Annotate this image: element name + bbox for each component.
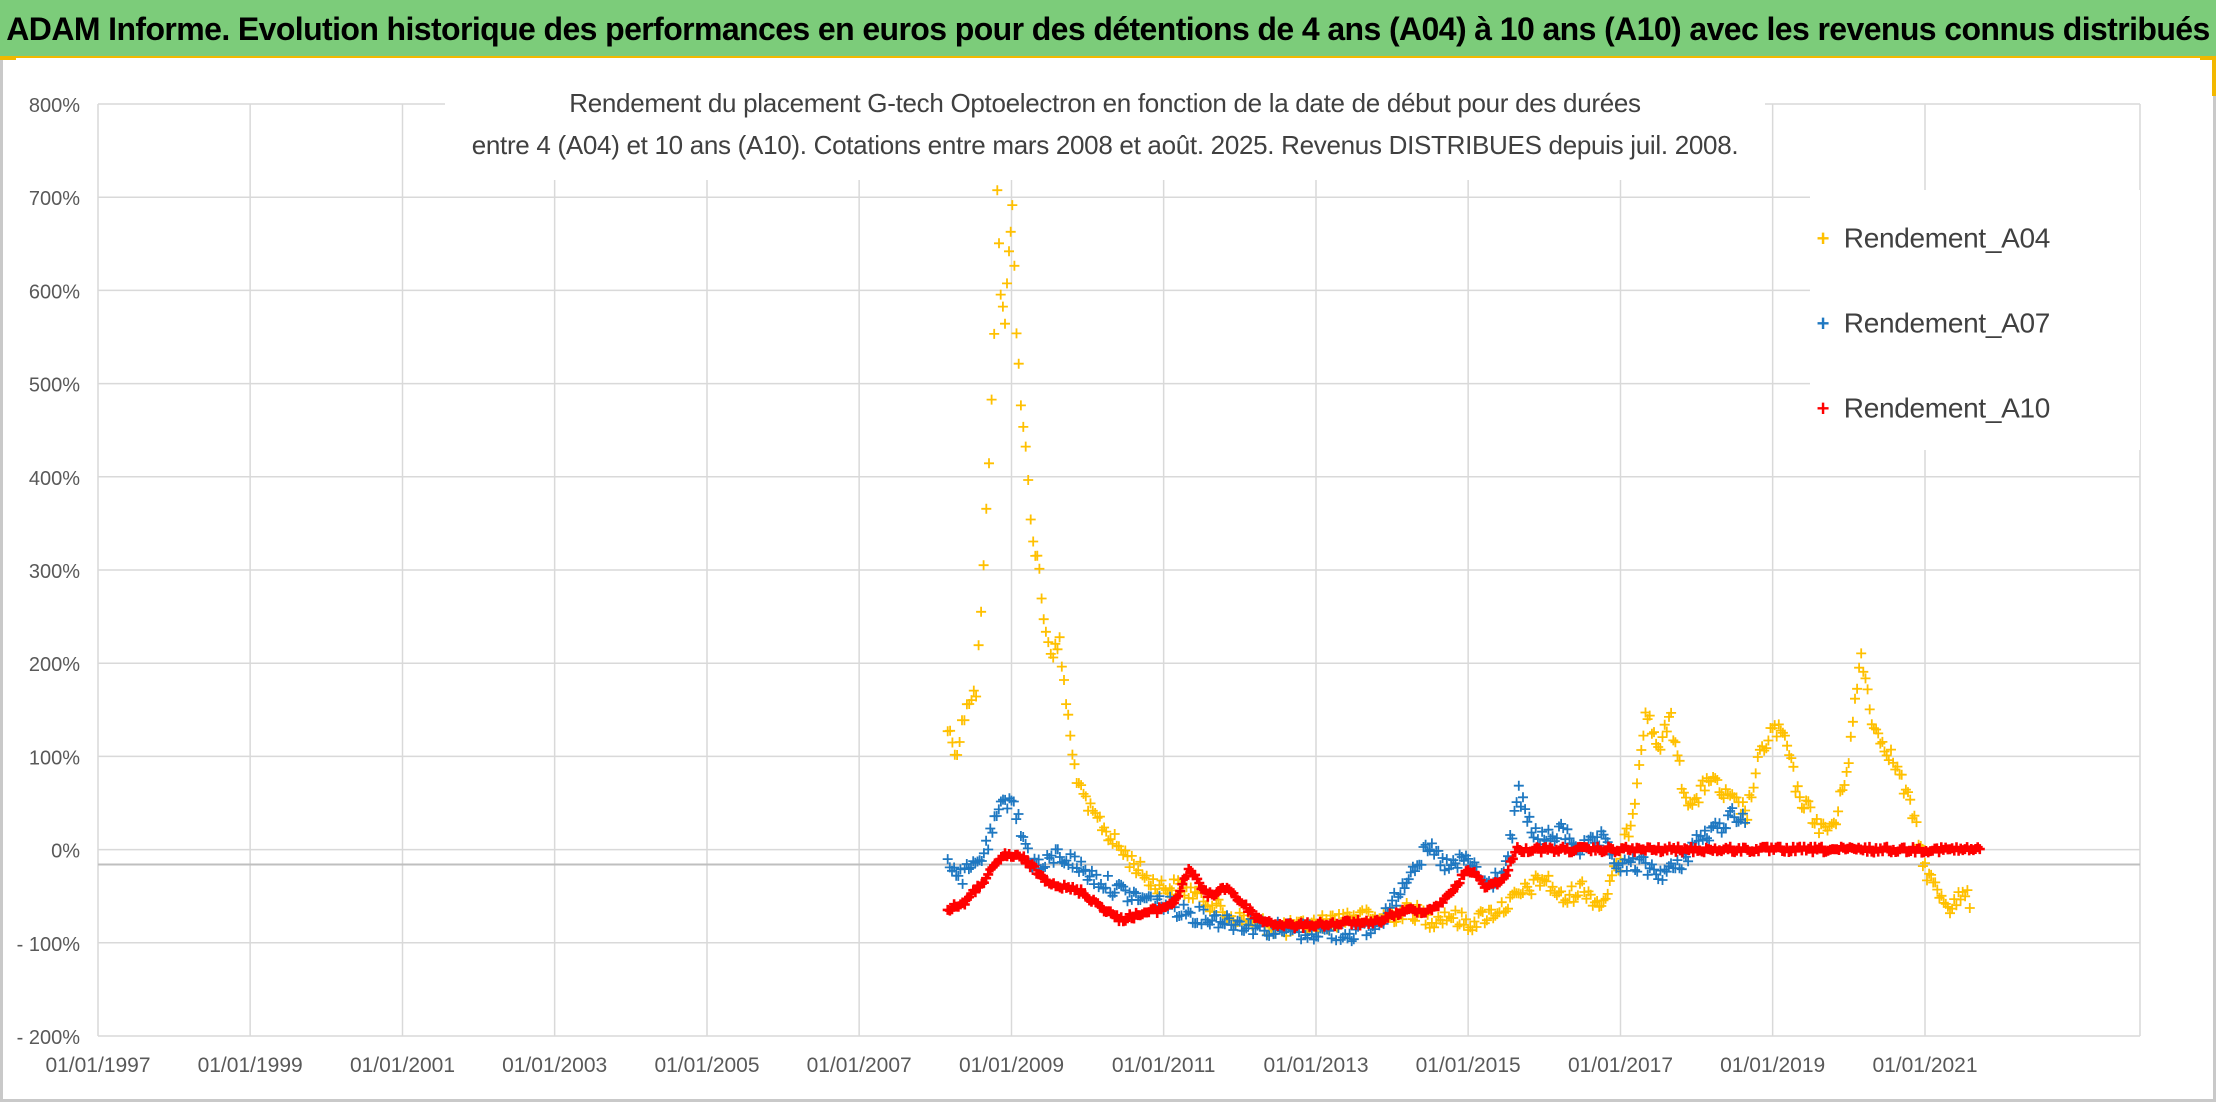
y-tick-label: 800%: [29, 95, 80, 117]
legend: + Rendement_A04 + Rendement_A07 + Rendem…: [1810, 190, 2140, 450]
y-tick-label: 700%: [29, 188, 80, 210]
legend-item-a04: + Rendement_A04: [1810, 217, 2051, 257]
legend-item-a10: + Rendement_A10: [1810, 387, 2051, 427]
banner-title: ADAM Informe. Evolution historique des p…: [6, 11, 2210, 47]
legend-label-a07: Rendement_A07: [1843, 307, 2051, 339]
legend-marker-a07: +: [1816, 310, 1830, 336]
y-tick-label: - 200%: [17, 1027, 81, 1049]
x-tick-label: 01/01/2021: [1872, 1054, 1977, 1077]
series-rendement_a10: [942, 841, 1985, 934]
y-tick-label: 600%: [29, 281, 80, 303]
banner-accent-right: [2200, 56, 2216, 60]
y-tick-label: 300%: [29, 561, 80, 583]
y-tick-label: - 100%: [17, 934, 81, 956]
y-tick-label: 400%: [29, 468, 80, 490]
x-tick-label: 01/01/2019: [1720, 1054, 1825, 1077]
x-tick-label: 01/01/2013: [1263, 1054, 1368, 1077]
chart-title-line-1: Rendement du placement G-tech Optoelectr…: [569, 88, 1641, 118]
y-tick-label: 200%: [29, 654, 80, 676]
x-axis-ticks: 01/01/1997 01/01/1999 01/01/2001 01/01/2003…: [45, 1054, 1977, 1077]
x-tick-label: 01/01/2011: [1112, 1054, 1216, 1077]
x-tick-label: 01/01/2009: [959, 1054, 1064, 1077]
header-banner: [0, 0, 2216, 58]
x-tick-label: 01/01/2015: [1416, 1054, 1521, 1077]
x-tick-label: 01/01/2005: [654, 1054, 759, 1077]
legend-item-a07: + Rendement_A07: [1810, 302, 2051, 342]
legend-marker-a04: +: [1816, 225, 1830, 251]
y-axis-ticks: 800% 700% 600% 500% 400% 300% 200% 100% 0% - 100%…: [17, 95, 81, 1049]
legend-label-a10: Rendement_A10: [1843, 392, 2051, 424]
x-tick-label: 01/01/2007: [807, 1054, 912, 1077]
banner-accent-left: [0, 56, 16, 60]
series-markers: [942, 841, 1985, 934]
banner-accent-side: [2212, 56, 2216, 96]
chart-title-box: Rendement du placement G-tech Optoelectr…: [445, 80, 1765, 180]
legend-marker-a10: +: [1816, 395, 1830, 421]
y-tick-label: 100%: [29, 747, 80, 769]
chart-title-line-2: entre 4 (A04) et 10 ans (A10). Cotations…: [471, 130, 1739, 160]
x-tick-label: 01/01/1997: [45, 1054, 150, 1077]
legend-label-a04: Rendement_A04: [1843, 222, 2051, 254]
y-tick-label: 0%: [51, 841, 80, 863]
x-tick-label: 01/01/2003: [502, 1054, 607, 1077]
x-tick-label: 01/01/2017: [1568, 1054, 1673, 1077]
y-tick-label: 500%: [29, 375, 80, 397]
x-tick-label: 01/01/1999: [198, 1054, 303, 1077]
x-tick-label: 01/01/2001: [350, 1054, 455, 1077]
series-layer: [942, 185, 1985, 947]
